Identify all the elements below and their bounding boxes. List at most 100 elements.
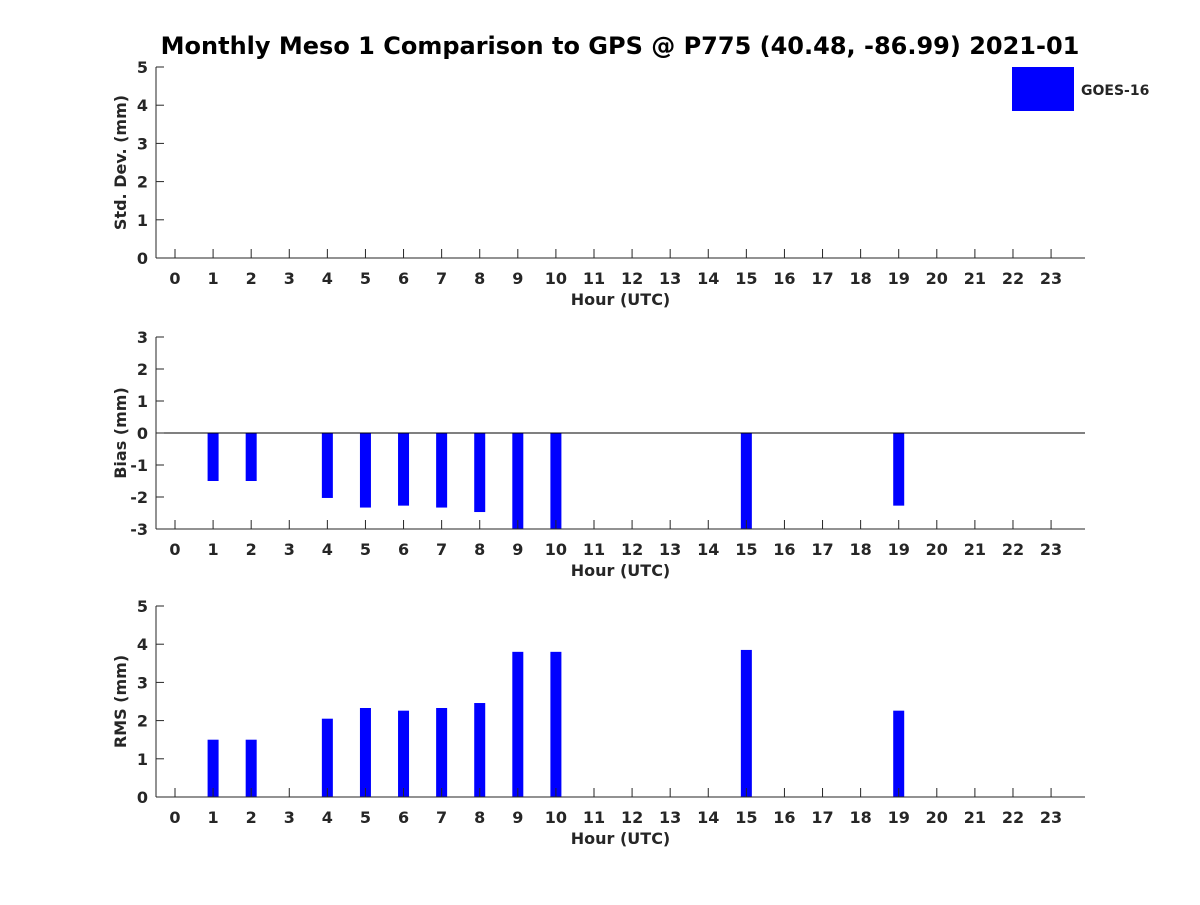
bar-hour-9 bbox=[512, 433, 524, 529]
x-tick-label: 12 bbox=[621, 808, 643, 827]
x-tick-label: 18 bbox=[849, 269, 871, 288]
y-tick-label: 5 bbox=[137, 58, 148, 77]
x-tick-label: 5 bbox=[360, 540, 371, 559]
x-tick-label: 11 bbox=[583, 808, 605, 827]
x-tick-label: 1 bbox=[208, 540, 219, 559]
bar-hour-2 bbox=[245, 433, 257, 481]
x-tick-label: 8 bbox=[474, 269, 485, 288]
x-tick-label: 4 bbox=[322, 540, 333, 559]
x-tick-label: 23 bbox=[1040, 540, 1062, 559]
x-tick-label: 17 bbox=[811, 269, 833, 288]
x-tick-label: 9 bbox=[512, 269, 523, 288]
y-tick-label: 1 bbox=[137, 211, 148, 230]
x-tick-label: 8 bbox=[474, 540, 485, 559]
x-tick-label: 21 bbox=[964, 808, 986, 827]
bar-hour-6 bbox=[398, 710, 410, 797]
y-tick-label: 3 bbox=[137, 673, 148, 692]
x-tick-label: 20 bbox=[926, 540, 948, 559]
bar-hour-10 bbox=[550, 433, 562, 529]
x-tick-label: 19 bbox=[888, 808, 910, 827]
bar-hour-10 bbox=[550, 651, 562, 797]
bar-hour-7 bbox=[436, 433, 448, 508]
bar-hour-15 bbox=[740, 649, 752, 797]
y-tick-label: 0 bbox=[137, 249, 148, 268]
bar-hour-2 bbox=[245, 739, 257, 797]
y-tick-label: 4 bbox=[137, 96, 148, 115]
x-tick-label: 3 bbox=[284, 269, 295, 288]
x-tick-label: 15 bbox=[735, 540, 757, 559]
x-tick-label: 22 bbox=[1002, 540, 1024, 559]
x-tick-label: 22 bbox=[1002, 269, 1024, 288]
bar-hour-7 bbox=[436, 707, 448, 797]
x-tick-label: 20 bbox=[926, 269, 948, 288]
x-tick-label: 9 bbox=[512, 808, 523, 827]
x-tick-label: 6 bbox=[398, 269, 409, 288]
y-axis-label: Std. Dev. (mm) bbox=[111, 95, 130, 230]
x-tick-label: 21 bbox=[964, 540, 986, 559]
bar-hour-19 bbox=[893, 710, 905, 797]
x-tick-label: 6 bbox=[398, 540, 409, 559]
y-tick-label: -2 bbox=[130, 488, 148, 507]
x-tick-label: 13 bbox=[659, 269, 681, 288]
y-axis-label: Bias (mm) bbox=[111, 387, 130, 479]
x-tick-label: 13 bbox=[659, 808, 681, 827]
x-tick-label: 2 bbox=[246, 269, 257, 288]
y-tick-label: 5 bbox=[137, 597, 148, 616]
x-axis-label: Hour (UTC) bbox=[571, 290, 671, 309]
x-tick-label: 10 bbox=[545, 808, 567, 827]
x-tick-label: 1 bbox=[208, 808, 219, 827]
x-tick-label: 3 bbox=[284, 540, 295, 559]
x-tick-label: 16 bbox=[773, 808, 795, 827]
x-tick-label: 7 bbox=[436, 808, 447, 827]
x-tick-label: 19 bbox=[888, 540, 910, 559]
bar-hour-6 bbox=[398, 433, 410, 506]
x-tick-label: 1 bbox=[208, 269, 219, 288]
x-tick-label: 5 bbox=[360, 808, 371, 827]
legend: GOES-16 bbox=[1012, 67, 1149, 111]
bar-hour-8 bbox=[474, 433, 486, 513]
bar-hour-8 bbox=[474, 703, 486, 797]
x-tick-label: 21 bbox=[964, 269, 986, 288]
bar-hour-5 bbox=[359, 433, 371, 508]
x-tick-label: 20 bbox=[926, 808, 948, 827]
x-tick-label: 0 bbox=[169, 540, 180, 559]
x-tick-label: 10 bbox=[545, 540, 567, 559]
x-tick-label: 17 bbox=[811, 808, 833, 827]
x-axis-label: Hour (UTC) bbox=[571, 829, 671, 848]
x-tick-label: 0 bbox=[169, 808, 180, 827]
x-tick-label: 23 bbox=[1040, 808, 1062, 827]
y-tick-label: 3 bbox=[137, 328, 148, 347]
x-tick-label: 16 bbox=[773, 540, 795, 559]
x-tick-label: 8 bbox=[474, 808, 485, 827]
bar-hour-1 bbox=[207, 433, 219, 481]
x-tick-label: 12 bbox=[621, 269, 643, 288]
x-tick-label: 11 bbox=[583, 540, 605, 559]
x-tick-label: 23 bbox=[1040, 269, 1062, 288]
x-tick-label: 15 bbox=[735, 269, 757, 288]
x-tick-label: 14 bbox=[697, 540, 719, 559]
bar-hour-5 bbox=[359, 707, 371, 797]
x-tick-label: 9 bbox=[512, 540, 523, 559]
x-tick-label: 13 bbox=[659, 540, 681, 559]
bar-hour-19 bbox=[893, 433, 905, 506]
x-tick-label: 19 bbox=[888, 269, 910, 288]
x-tick-label: 2 bbox=[246, 540, 257, 559]
x-tick-label: 0 bbox=[169, 269, 180, 288]
y-tick-label: 0 bbox=[137, 788, 148, 807]
x-tick-label: 3 bbox=[284, 808, 295, 827]
x-tick-label: 14 bbox=[697, 269, 719, 288]
y-tick-label: -1 bbox=[130, 456, 148, 475]
bar-hour-4 bbox=[321, 433, 333, 498]
x-tick-label: 7 bbox=[436, 540, 447, 559]
y-tick-label: -3 bbox=[130, 520, 148, 539]
y-tick-label: 2 bbox=[137, 712, 148, 731]
bar-hour-4 bbox=[321, 718, 333, 797]
bar-hour-15 bbox=[740, 433, 752, 529]
legend-swatch bbox=[1012, 67, 1074, 111]
bar-hour-1 bbox=[207, 739, 219, 797]
x-tick-label: 2 bbox=[246, 808, 257, 827]
